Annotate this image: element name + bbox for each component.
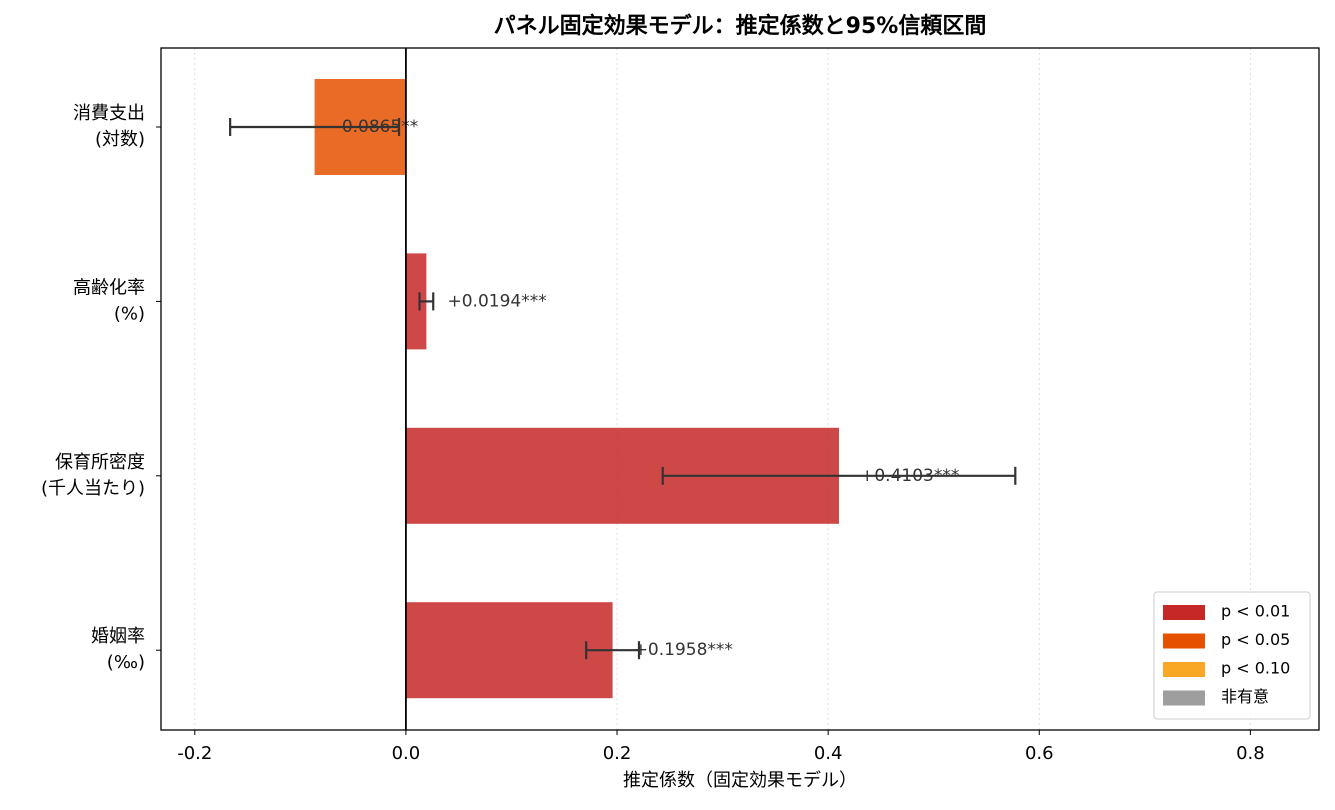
legend-label: p < 0.05 [1221,630,1290,649]
y-tick-label: 保育所密度(千人当たり) [41,452,145,499]
legend-swatch [1163,633,1205,649]
legend-label: p < 0.10 [1221,659,1290,678]
legend-label: p < 0.01 [1221,602,1290,621]
legend-swatch [1163,690,1205,706]
value-label: +0.0194*** [447,291,546,311]
y-tick-label: 消費支出(対数) [73,103,145,150]
legend-label: 非有意 [1221,687,1269,706]
x-tick-label: 0.0 [392,743,421,764]
legend-box [1153,591,1311,720]
bar [405,253,427,350]
x-tick-label: 0.8 [1236,743,1265,764]
x-axis-label: 推定係数（固定効果モデル） [623,770,857,791]
y-tick-label: 高齢化率(%) [73,277,145,324]
error-bar [585,641,641,660]
value-label: +0.4103*** [860,466,959,486]
value-label: +0.1958*** [634,640,733,660]
error-bar [418,292,435,311]
x-tick-label: 0.4 [814,743,843,764]
error-bar [661,466,1017,485]
legend-swatch [1163,605,1205,620]
x-tick-label: -0.2 [177,743,212,764]
value-label: -0.0865** [336,117,419,137]
chart-title: パネル固定効果モデル：推定係数と95%信頼区間 [494,13,987,39]
legend-swatch [1163,662,1205,677]
bar [405,602,613,699]
error-bar [229,118,401,136]
x-tick-label: 0.6 [1025,743,1054,764]
plot-frame [160,47,1320,731]
y-tick-label: 婚姻率(‰) [91,626,145,673]
x-tick-label: 0.2 [603,743,632,764]
